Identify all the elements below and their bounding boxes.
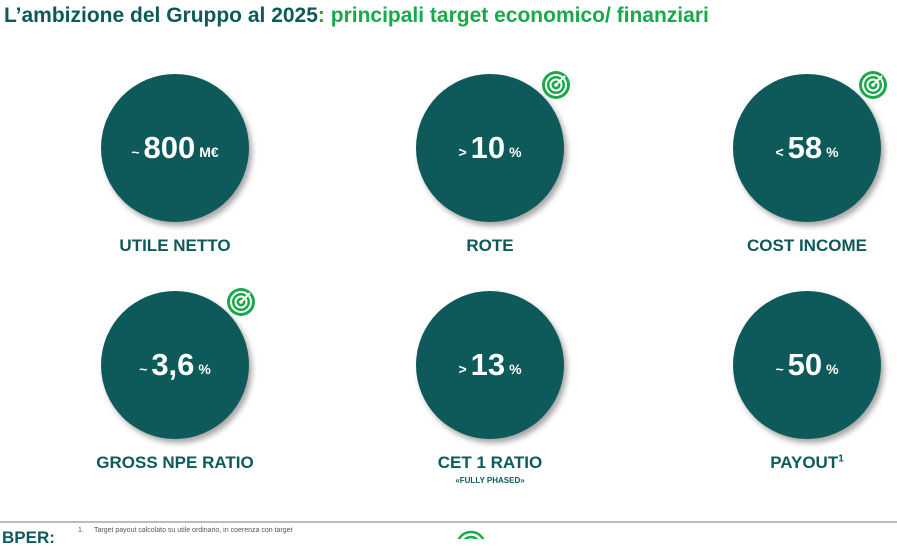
label-text: COST INCOME	[747, 236, 867, 255]
target-label: ROTE	[370, 236, 610, 256]
value: 58	[787, 130, 823, 165]
value: 800	[143, 130, 196, 165]
title-main: L’ambizione del Gruppo al 2025	[4, 4, 318, 27]
title: L’ambizione del Gruppo al 2025: principa…	[4, 4, 709, 28]
target-icon	[859, 71, 887, 99]
brand: BPER:	[2, 528, 55, 547]
target-circle: >13%	[416, 291, 564, 439]
footnote-ref: 1	[838, 453, 844, 465]
target-label: CET 1 RATIO	[370, 453, 610, 473]
value: 13	[470, 347, 506, 382]
value: 10	[470, 130, 506, 165]
label-text: ROTE	[466, 236, 514, 255]
label-text: GROSS NPE RATIO	[96, 453, 254, 472]
footnote-number: 1.	[78, 527, 84, 534]
label-text: PAYOUT	[770, 453, 839, 472]
target-label: GROSS NPE RATIO	[55, 453, 295, 473]
target-label: UTILE NETTO	[55, 236, 295, 256]
target-icon	[542, 71, 570, 99]
value-prefix: ~	[139, 361, 148, 377]
footer-rule	[0, 521, 897, 523]
target-icon	[227, 288, 255, 316]
target-circle: <58%	[733, 74, 881, 222]
label-text: CET 1 RATIO	[437, 453, 543, 472]
footer-icon	[457, 530, 485, 539]
target-circle: ~3,6%	[101, 291, 249, 439]
value-unit: %	[198, 361, 211, 377]
value-unit: %	[826, 361, 839, 377]
target-circle: ~800 M€	[101, 74, 249, 222]
target-label: COST INCOME	[687, 236, 897, 256]
target-sublabel: «FULLY PHASED»	[455, 476, 525, 485]
footnote: Target payout calcolato su utile ordinar…	[94, 527, 293, 534]
target-label: PAYOUT1	[687, 453, 897, 473]
value-prefix: >	[458, 361, 467, 377]
value-prefix: >	[458, 144, 467, 160]
value-unit: M€	[199, 144, 219, 160]
value-unit: %	[509, 144, 522, 160]
target-circle: ~50%	[733, 291, 881, 439]
value: 50	[787, 347, 823, 382]
value-unit: %	[509, 361, 522, 377]
value-prefix: ~	[775, 361, 784, 377]
label-text: UTILE NETTO	[119, 236, 231, 255]
value-prefix: <	[775, 144, 784, 160]
value: 3,6	[151, 347, 195, 382]
value-unit: %	[826, 144, 839, 160]
value-prefix: ~	[131, 144, 140, 160]
target-circle: >10%	[416, 74, 564, 222]
title-highlight: : principali target economico/ finanziar…	[317, 4, 709, 27]
